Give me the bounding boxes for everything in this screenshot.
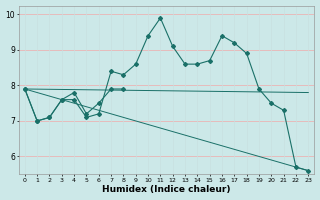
X-axis label: Humidex (Indice chaleur): Humidex (Indice chaleur) bbox=[102, 185, 231, 194]
